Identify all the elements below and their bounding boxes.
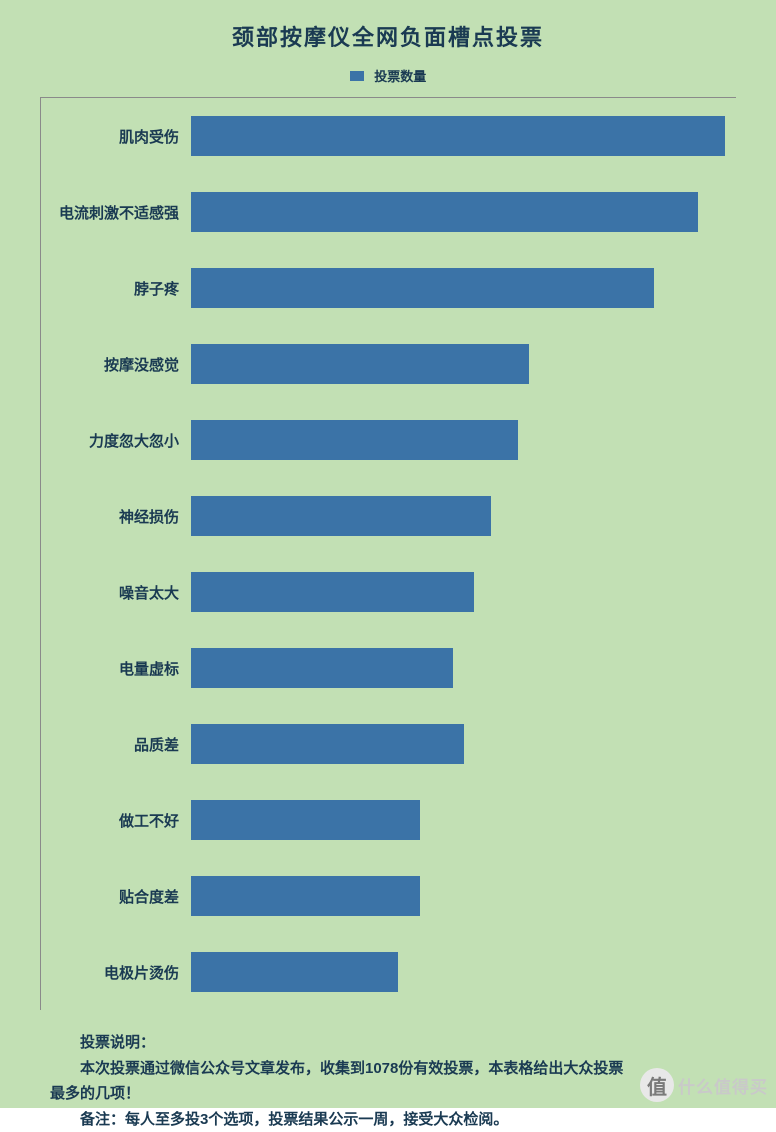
bar (191, 116, 725, 156)
bar (191, 800, 420, 840)
bar-track (191, 706, 736, 782)
bar (191, 344, 529, 384)
footer-heading: 投票说明： (50, 1030, 726, 1056)
bar-track (191, 630, 736, 706)
bar-row: 力度忽大忽小 (41, 402, 736, 478)
bar-track (191, 174, 736, 250)
chart-title: 颈部按摩仪全网负面槽点投票 (30, 20, 746, 52)
bar-track (191, 782, 736, 858)
category-label: 神经损伤 (41, 506, 191, 527)
bar (191, 876, 420, 916)
category-label: 脖子疼 (41, 278, 191, 299)
category-label: 电量虚标 (41, 658, 191, 679)
category-label: 肌肉受伤 (41, 126, 191, 147)
bar-row: 电量虚标 (41, 630, 736, 706)
category-label: 噪音太大 (41, 582, 191, 603)
bar-row: 按摩没感觉 (41, 326, 736, 402)
category-label: 力度忽大忽小 (41, 430, 191, 451)
bar-track (191, 554, 736, 630)
bar-track (191, 326, 736, 402)
bar-row: 品质差 (41, 706, 736, 782)
category-label: 电极片烫伤 (41, 962, 191, 983)
bar (191, 648, 453, 688)
footer-text: 投票说明： 本次投票通过微信公众号文章发布，收集到1078份有效投票，本表格给出… (50, 1030, 726, 1132)
bar-row: 电流刺激不适感强 (41, 174, 736, 250)
chart-legend: 投票数量 (30, 66, 746, 85)
bar-row: 做工不好 (41, 782, 736, 858)
footer-note: 备注：每人至多投3个选项，投票结果公示一周，接受大众检阅。 (50, 1107, 726, 1132)
watermark: 值 什么值得买 (640, 1068, 768, 1102)
legend-swatch (350, 71, 364, 81)
footer-line2: 最多的几项！ (50, 1081, 726, 1107)
bar (191, 496, 491, 536)
bar (191, 724, 464, 764)
bar-track (191, 250, 736, 326)
bar-row: 贴合度差 (41, 858, 736, 934)
category-label: 品质差 (41, 734, 191, 755)
bar-row: 肌肉受伤 (41, 98, 736, 174)
bar-track (191, 478, 736, 554)
bar-track (191, 98, 736, 174)
bar (191, 420, 518, 460)
category-label: 贴合度差 (41, 886, 191, 907)
watermark-badge: 值 (640, 1068, 674, 1102)
category-label: 做工不好 (41, 810, 191, 831)
category-label: 电流刺激不适感强 (41, 202, 191, 223)
chart-page: 颈部按摩仪全网负面槽点投票 投票数量 肌肉受伤电流刺激不适感强脖子疼按摩没感觉力… (0, 0, 776, 1108)
bar (191, 572, 474, 612)
bar (191, 192, 698, 232)
bar (191, 268, 654, 308)
bar-row: 噪音太大 (41, 554, 736, 630)
bar-track (191, 858, 736, 934)
legend-label: 投票数量 (374, 66, 426, 85)
bar (191, 952, 398, 992)
footer-line1: 本次投票通过微信公众号文章发布，收集到1078份有效投票，本表格给出大众投票 (50, 1056, 726, 1082)
bar-track (191, 934, 736, 1010)
plot-area: 肌肉受伤电流刺激不适感强脖子疼按摩没感觉力度忽大忽小神经损伤噪音太大电量虚标品质… (40, 97, 736, 1010)
category-label: 按摩没感觉 (41, 354, 191, 375)
bar-row: 神经损伤 (41, 478, 736, 554)
bar-track (191, 402, 736, 478)
bar-row: 脖子疼 (41, 250, 736, 326)
watermark-text: 什么值得买 (678, 1073, 768, 1098)
bar-row: 电极片烫伤 (41, 934, 736, 1010)
